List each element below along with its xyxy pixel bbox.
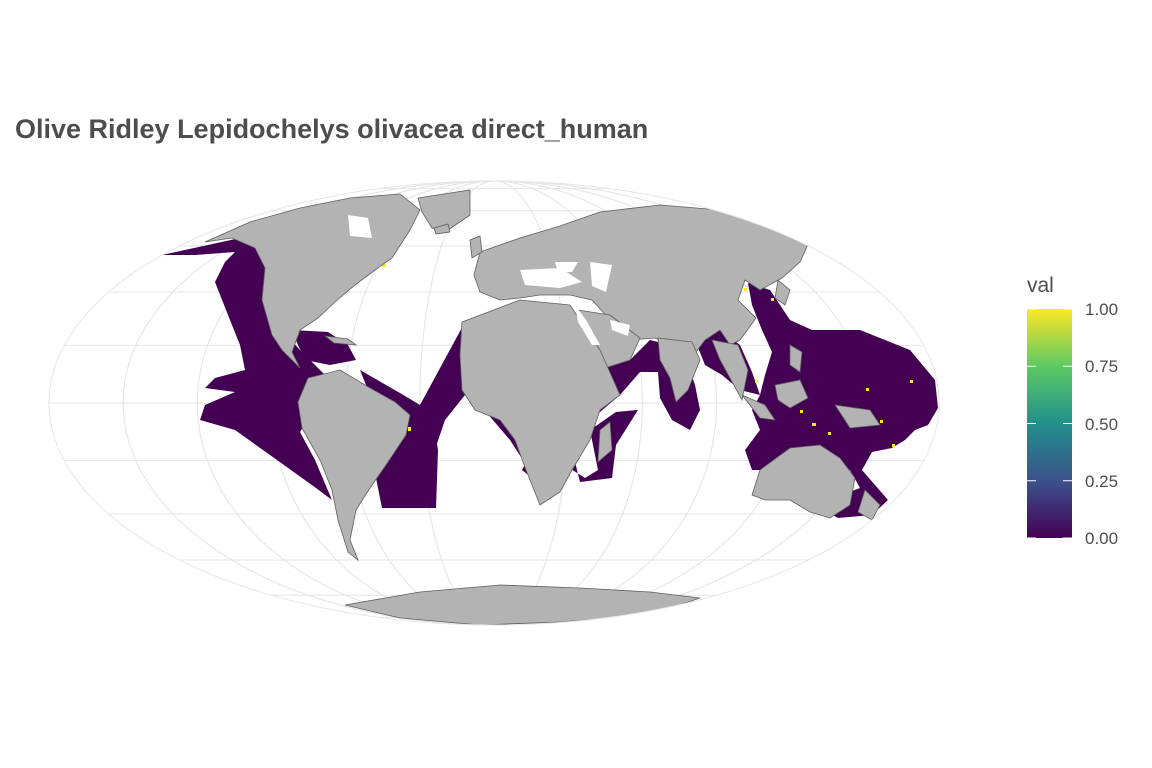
land-madagascar	[597, 421, 613, 463]
red-sea	[575, 305, 600, 345]
land-cuba	[323, 335, 358, 346]
land-borneo	[774, 379, 809, 409]
range-east-pacific	[162, 232, 368, 500]
legend-tick-label: 0.00	[1085, 529, 1119, 548]
caspian-sea	[590, 262, 612, 292]
legend-tick-label: 0.75	[1085, 357, 1119, 377]
legend-tick-label: 0.50	[1085, 414, 1119, 434]
land-new-guinea	[834, 404, 881, 429]
persian-gulf	[610, 320, 630, 336]
inland-water	[348, 215, 630, 345]
land-philippines	[789, 344, 803, 373]
legend-tick-label: 1.00	[1085, 300, 1119, 319]
map-title: Olive Ridley Lepidochelys olivacea direc…	[15, 114, 649, 144]
land-japan	[774, 279, 791, 306]
land-sumatra	[741, 394, 776, 421]
range-west-pacific	[745, 283, 938, 518]
black-sea	[555, 262, 578, 272]
land-uk	[469, 235, 483, 259]
land-north-america	[204, 193, 421, 369]
land-se-asia	[711, 339, 749, 402]
land-iceland	[433, 223, 451, 235]
legend-title: val	[1027, 274, 1054, 297]
land-masses	[204, 189, 881, 625]
land-south-america	[297, 369, 411, 562]
legend-tick-label: 0.25	[1085, 471, 1119, 491]
range-caribbean	[292, 330, 356, 365]
range-south-atlantic	[376, 402, 438, 508]
hudson-bay	[348, 215, 372, 238]
globe-outline	[48, 180, 940, 626]
land-antarctica	[344, 584, 701, 625]
legend-tick-marks	[1027, 308, 1072, 539]
mediterranean-sea	[520, 268, 582, 288]
land-india	[657, 337, 701, 403]
land-australia	[751, 444, 856, 519]
